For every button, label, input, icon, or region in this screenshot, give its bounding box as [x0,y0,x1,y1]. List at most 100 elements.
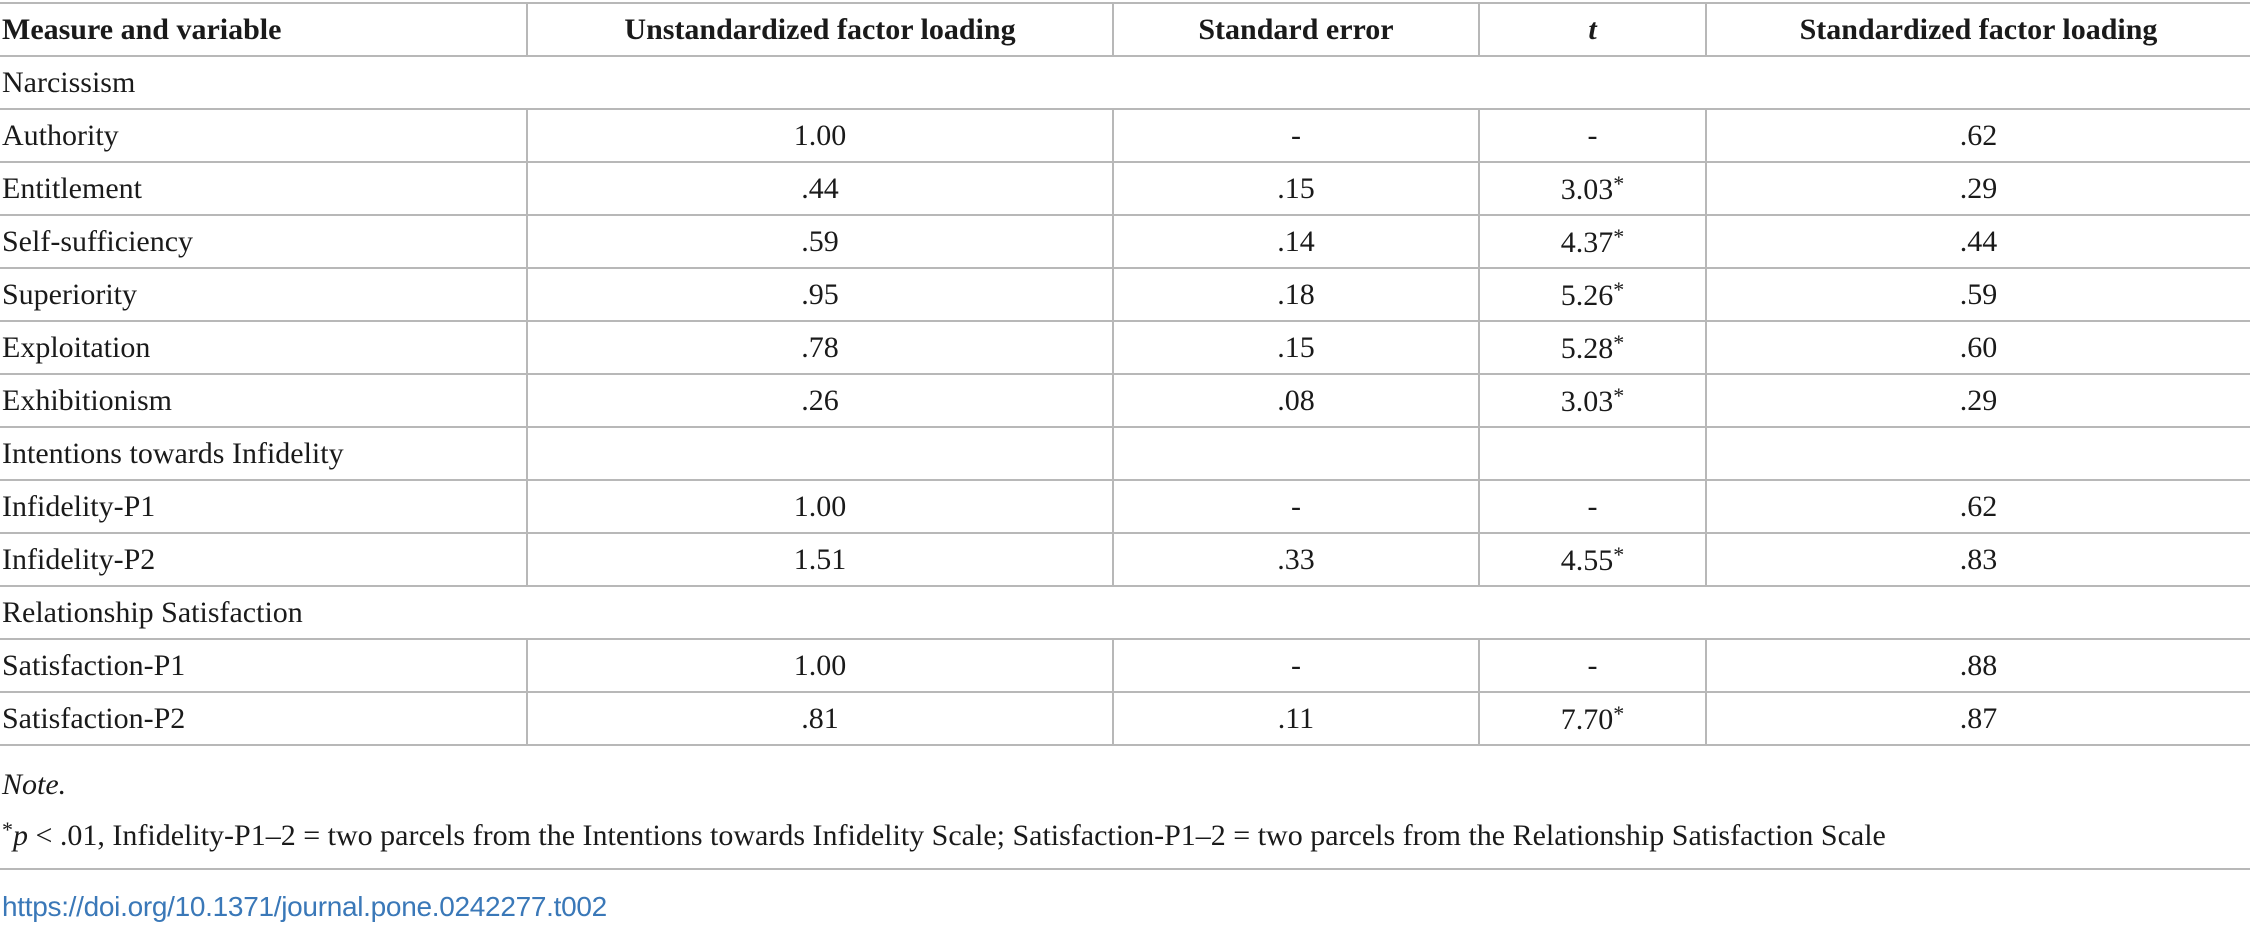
factor-loading-table: Measure and variable Unstandardized fact… [0,2,2250,746]
variable-label: Exploitation [0,320,527,375]
variable-label: Entitlement [0,161,527,216]
table-row: Authority 1.00- - .62 [0,108,2250,163]
standardized-loading-cell: .62 [1705,108,2250,163]
standardized-loading-cell: .60 [1705,320,2250,375]
empty-cell [1479,55,1706,110]
standardized-loading-cell: .88 [1705,638,2250,693]
standard-error-cell: .33 [1112,532,1479,587]
significance-star: * [1613,223,1625,249]
section-row: Narcissism [0,55,2250,110]
t-value-cell: - [1478,638,1706,693]
section-label: Narcissism [0,55,527,110]
t-value-cell: 5.28* [1478,320,1706,375]
significance-star: * [1613,170,1625,196]
standardized-loading-cell: .29 [1705,373,2250,428]
empty-cell [1113,585,1479,640]
doi-link[interactable]: https://doi.org/10.1371/journal.pone.024… [2,891,607,922]
t-value: - [1587,489,1598,523]
standard-error-cell: - [1112,638,1479,693]
header-unstandardized-factor-loading: Unstandardized factor loading [526,2,1113,57]
standard-error-cell: .18 [1112,267,1479,322]
unstandardized-loading-cell: 1.00 [526,638,1113,693]
t-value-cell: 4.37* [1478,214,1706,269]
t-value-cell: 4.55* [1478,532,1706,587]
unstandardized-loading-cell: .26 [526,373,1113,428]
t-value: - [1587,648,1598,682]
standardized-loading-cell: .59 [1705,267,2250,322]
footnote-p-symbol: p [13,819,28,852]
t-value: - [1587,118,1598,152]
footer-divider [0,868,2250,870]
unstandardized-loading-cell: 1.00 [526,479,1113,534]
empty-cell [1705,426,2250,481]
empty-cell [1479,585,1706,640]
variable-label: Exhibitionism [0,373,527,428]
t-value-cell: 5.26* [1478,267,1706,322]
section-row: Relationship Satisfaction [0,585,2250,640]
t-value-cell: 3.03* [1478,161,1706,216]
standardized-loading-cell: .87 [1705,691,2250,746]
header-measure-and-variable: Measure and variable [0,2,527,57]
t-value-cell: 7.70* [1478,691,1706,746]
variable-label: Superiority [0,267,527,322]
section-row: Intentions towards Infidelity [0,426,2250,481]
significance-star: * [1613,276,1625,302]
standard-error-cell: .08 [1112,373,1479,428]
variable-label: Infidelity-P2 [0,532,527,587]
table-header-row: Measure and variable Unstandardized fact… [0,2,2250,57]
significance-star: * [1613,541,1625,567]
header-t: t [1478,2,1706,57]
standard-error-cell: - [1112,479,1479,534]
unstandardized-loading-cell: .95 [526,267,1113,322]
t-value: 7.70 [1560,702,1614,736]
unstandardized-loading-cell: .44 [526,161,1113,216]
empty-cell [527,55,1113,110]
section-label: Intentions towards Infidelity [0,426,527,481]
t-value: 5.26 [1560,278,1614,312]
table-row: Exploitation .78.15 5.28* .60 [0,320,2250,375]
standardized-loading-cell: .44 [1705,214,2250,269]
table-row: Self-sufficiency .59.14 4.37* .44 [0,214,2250,269]
table-body: Narcissism Authority 1.00- - .62 Entitlement.… [0,55,2250,746]
section-label: Relationship Satisfaction [0,585,527,640]
empty-cell [1478,426,1706,481]
empty-cell [1112,426,1479,481]
t-value-cell: - [1478,479,1706,534]
standardized-loading-cell: .29 [1705,161,2250,216]
table-row: Satisfaction-P2.81.11 7.70* .87 [0,691,2250,746]
table-row: Superiority .95.18 5.26* .59 [0,267,2250,322]
empty-cell [1113,55,1479,110]
variable-label: Self-sufficiency [0,214,527,269]
standard-error-cell: .14 [1112,214,1479,269]
table-row: Satisfaction-P1 1.00- - .88 [0,638,2250,693]
t-value: 3.03 [1560,384,1614,418]
table-row: Infidelity-P2 1.51.33 4.55* .83 [0,532,2250,587]
note-title: Note. [2,768,67,801]
empty-cell [1706,585,2250,640]
standardized-loading-cell: .62 [1705,479,2250,534]
t-value: 4.37 [1560,225,1614,259]
unstandardized-loading-cell: 1.51 [526,532,1113,587]
table-footnote: *p < .01, Infidelity-P1–2 = two parcels … [2,817,1886,853]
variable-label: Satisfaction-P2 [0,691,527,746]
table-row: Exhibitionism .26.08 3.03* .29 [0,373,2250,428]
significance-star: * [1613,329,1625,355]
standard-error-cell: .11 [1112,691,1479,746]
table-row: Entitlement .44.15 3.03* .29 [0,161,2250,216]
standard-error-cell: - [1112,108,1479,163]
empty-cell [1706,55,2250,110]
significance-star: * [1613,700,1625,726]
unstandardized-loading-cell: 1.00 [526,108,1113,163]
variable-label: Authority [0,108,527,163]
footnote-star: * [2,817,13,842]
t-value: 3.03 [1560,172,1614,206]
unstandardized-loading-cell: .78 [526,320,1113,375]
header-standardized-factor-loading: Standardized factor loading [1705,2,2250,57]
empty-cell [527,585,1113,640]
significance-star: * [1613,382,1625,408]
unstandardized-loading-cell: .81 [526,691,1113,746]
t-value: 5.28 [1560,331,1614,365]
variable-label: Satisfaction-P1 [0,638,527,693]
standard-error-cell: .15 [1112,161,1479,216]
t-value-cell: - [1478,108,1706,163]
